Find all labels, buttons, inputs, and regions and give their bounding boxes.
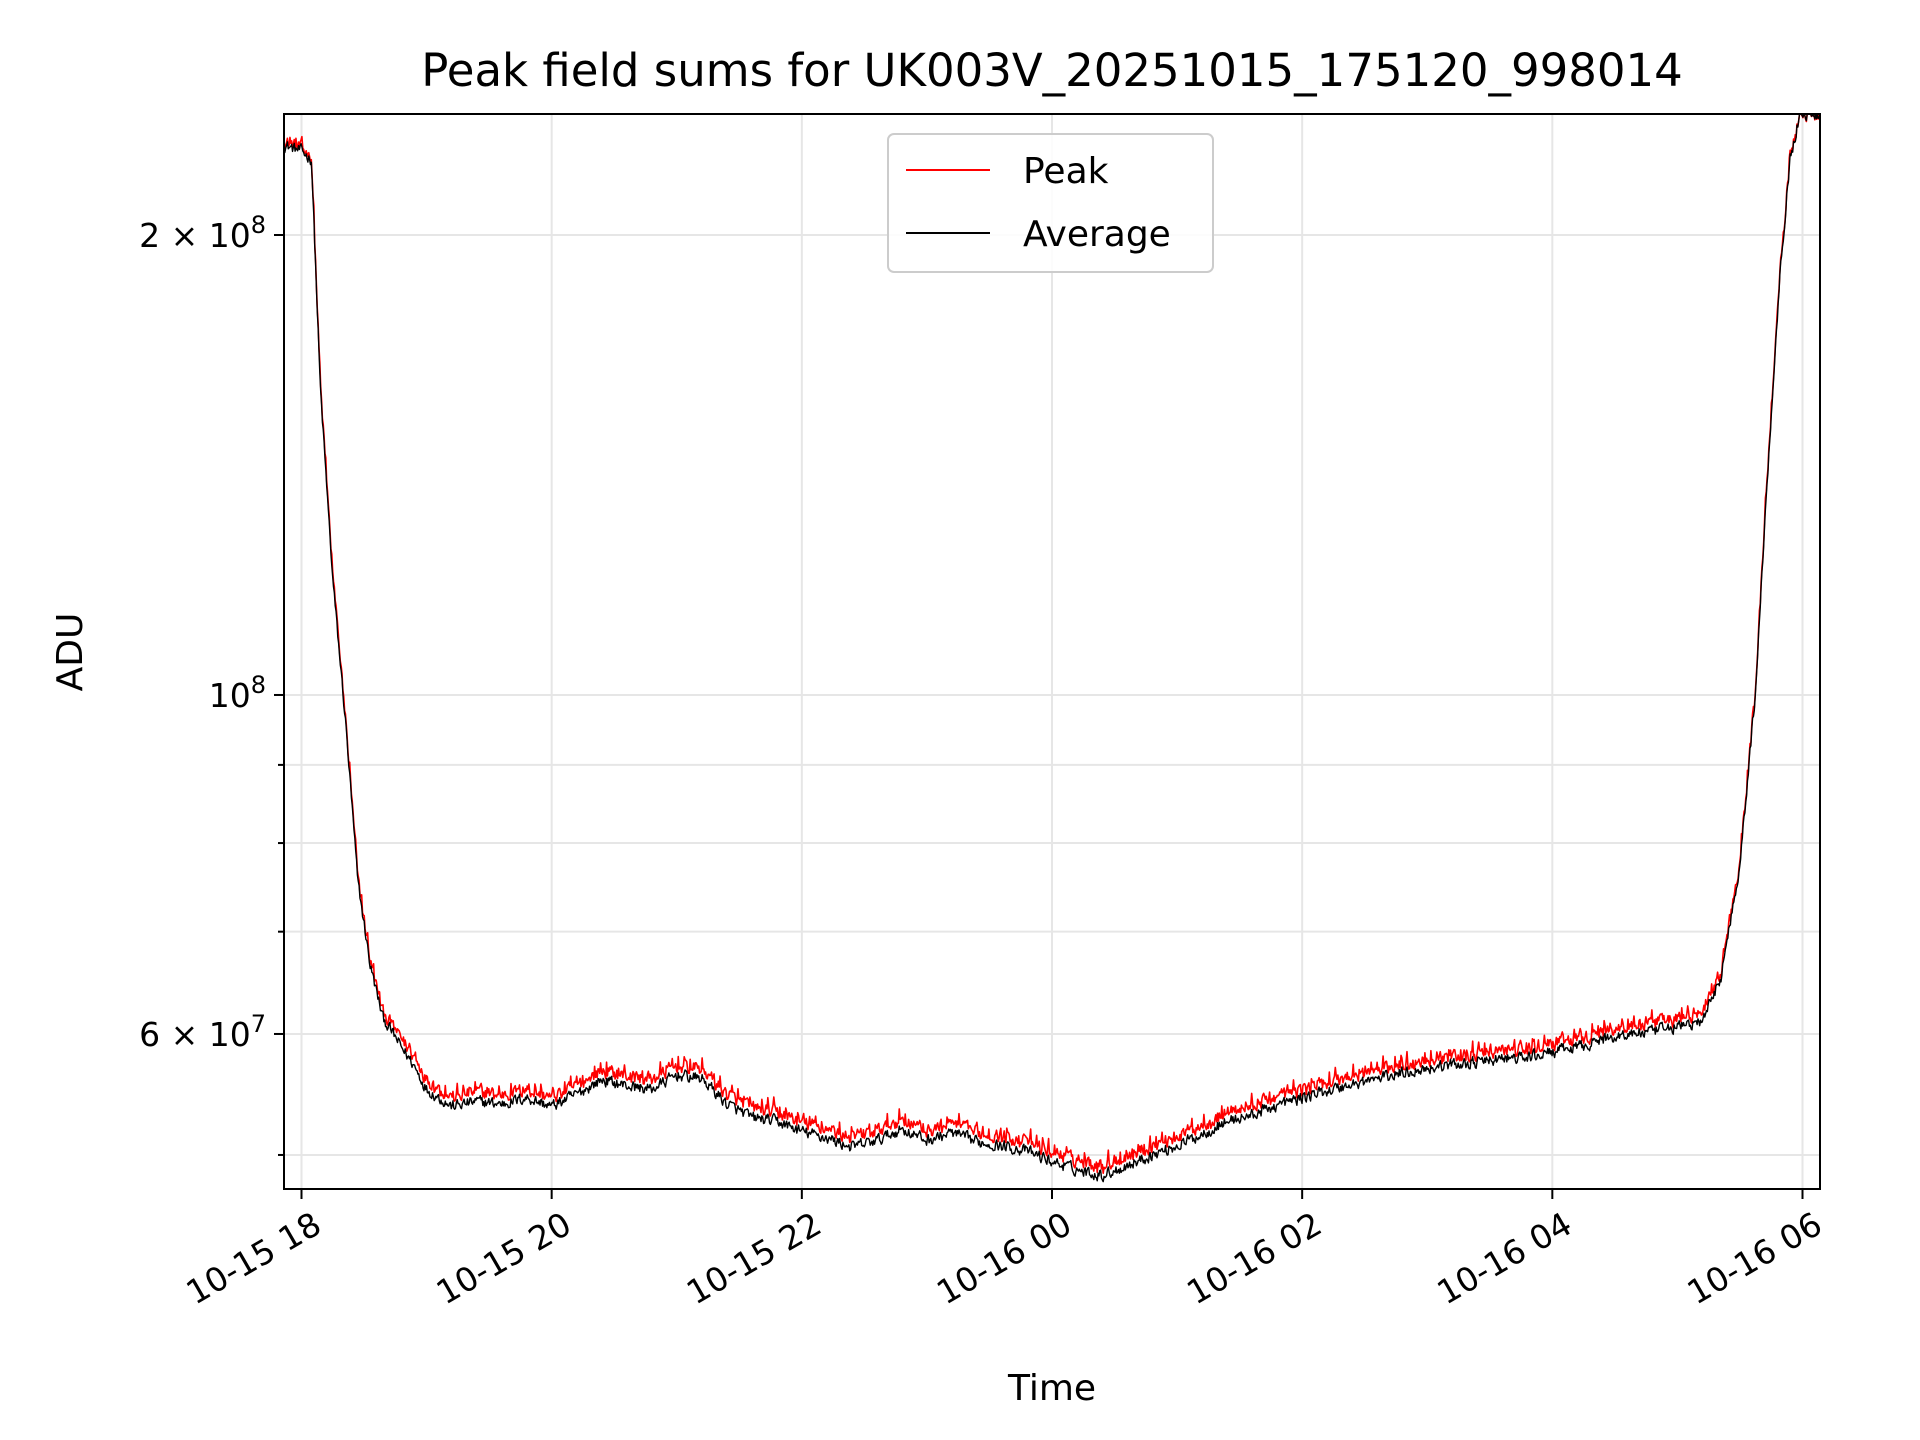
y-tick-label-exponent: 8 bbox=[251, 211, 266, 239]
y-tick-label: 6 × 107 bbox=[139, 1010, 266, 1054]
legend-box bbox=[887, 133, 1214, 273]
average-series-line bbox=[283, 113, 1821, 1183]
y-tick-label: 2 × 108 bbox=[139, 211, 266, 255]
legend-average-label: Average bbox=[1023, 214, 1171, 255]
y-tick-label-base: 2 × 10 bbox=[139, 216, 251, 255]
peak-series-line bbox=[283, 113, 1820, 1175]
y-tick-label: 108 bbox=[209, 671, 266, 715]
y-axis-label: ADU bbox=[50, 613, 91, 692]
series-layer bbox=[283, 113, 1821, 1183]
legend-peak-label: Peak bbox=[1023, 151, 1109, 192]
y-tick-label-base: 10 bbox=[209, 676, 251, 715]
legend: Peak Average bbox=[887, 133, 1214, 273]
chart-title: Peak field sums for UK003V_20251015_1751… bbox=[421, 44, 1683, 97]
x-axis-label: Time bbox=[1007, 1368, 1096, 1409]
y-tick-label-base: 6 × 10 bbox=[139, 1015, 251, 1054]
y-tick-label-exponent: 7 bbox=[251, 1010, 266, 1038]
y-tick-label-exponent: 8 bbox=[251, 671, 266, 699]
